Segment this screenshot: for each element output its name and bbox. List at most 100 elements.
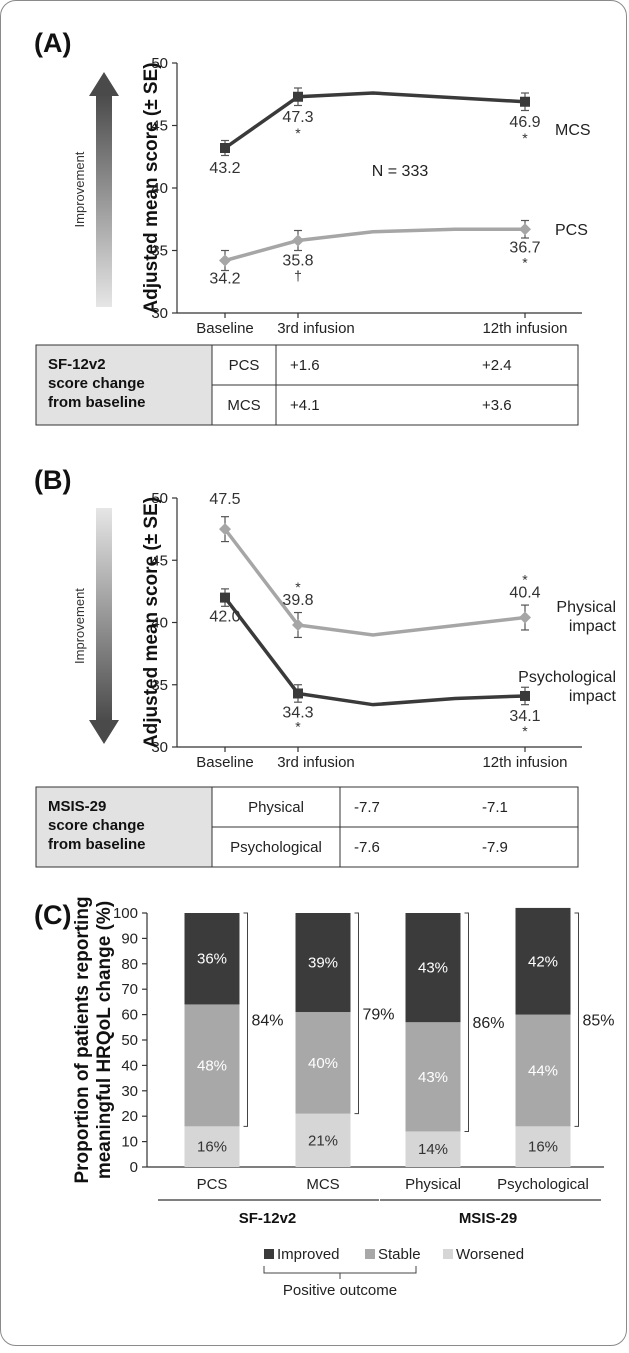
- y-axis-title: meaningful HRQoL change (%): [94, 901, 115, 1179]
- table-row-label: MCS: [227, 397, 260, 414]
- series-label: MCS: [555, 122, 591, 139]
- y-tick-label: 30: [121, 1083, 138, 1100]
- table-row-label: Psychological: [230, 839, 322, 856]
- positive-outcome-bracket: [574, 912, 579, 1127]
- improvement-arrow-head: [89, 720, 119, 744]
- y-axis-title: Proportion of patients reporting: [72, 896, 93, 1183]
- significance-mark: *: [295, 579, 301, 595]
- data-label: 35.8: [282, 253, 313, 270]
- significance-mark: *: [295, 125, 301, 141]
- bar-value-label: 44%: [528, 1062, 558, 1079]
- x-tick-label: Physical: [405, 1176, 461, 1193]
- bar-value-label: 16%: [528, 1139, 558, 1156]
- table-value: +3.6: [482, 397, 512, 414]
- improvement-arrow-shaft: [96, 508, 112, 722]
- bar-segment-worsened: [295, 1113, 351, 1167]
- y-tick-label: 30: [151, 739, 168, 756]
- significance-mark: *: [522, 254, 528, 270]
- table-header-cell: [36, 345, 212, 425]
- data-label: 47.3: [282, 109, 313, 126]
- positive-outcome-label: 84%: [252, 1013, 284, 1030]
- data-label: 43.2: [209, 160, 240, 177]
- y-tick-label: 0: [130, 1159, 138, 1176]
- series-line-physical-impact: [223, 528, 526, 637]
- y-tick-label: 30: [151, 305, 168, 322]
- table-header-cell: [36, 787, 212, 867]
- bar-segment-worsened: [515, 1126, 571, 1167]
- bar-value-label: 42%: [528, 953, 558, 970]
- y-tick-label: 45: [151, 118, 168, 135]
- y-axis-title: Adjusted mean score (± SE): [141, 62, 162, 313]
- y-tick-label: 100: [113, 905, 138, 922]
- improvement-arrow-shaft: [96, 94, 112, 307]
- bar-segment-stable: [184, 1004, 240, 1127]
- significance-mark: *: [295, 718, 301, 734]
- bar-value-label: 48%: [197, 1057, 227, 1074]
- table-header-text: MSIS-29: [48, 798, 106, 815]
- series-label: impact: [569, 618, 617, 635]
- data-label: 42.0: [209, 609, 240, 626]
- table-header-text: score change: [48, 817, 145, 834]
- bar-value-label: 21%: [308, 1132, 338, 1149]
- y-tick-label: 40: [151, 180, 168, 197]
- x-tick-label: Baseline: [196, 754, 254, 771]
- bar-value-label: 43%: [418, 1069, 448, 1086]
- data-point: [293, 688, 303, 699]
- data-label: 36.7: [509, 239, 540, 256]
- bar-value-label: 40%: [308, 1055, 338, 1072]
- x-tick-label: 12th infusion: [482, 320, 567, 337]
- data-label: 39.8: [282, 592, 313, 609]
- y-tick-label: 50: [121, 1032, 138, 1049]
- bar-segment-improved: [184, 913, 240, 1005]
- positive-outcome-label: 85%: [583, 1013, 615, 1030]
- table-value: -7.7: [354, 799, 380, 816]
- bar-segment-worsened: [184, 1126, 240, 1167]
- sample-size-note: N = 333: [372, 163, 429, 180]
- data-point: [220, 592, 230, 603]
- data-label: 34.3: [282, 704, 313, 721]
- improvement-label: Improvement: [72, 151, 87, 227]
- y-tick-label: 60: [121, 1007, 138, 1024]
- bar-value-label: 14%: [418, 1141, 448, 1158]
- data-point: [520, 690, 530, 701]
- table-header-text: SF-12v2: [48, 356, 106, 373]
- group-label: MSIS-29: [459, 1210, 517, 1227]
- x-tick-label: MCS: [306, 1176, 339, 1193]
- table-value: -7.9: [482, 839, 508, 856]
- x-tick-label: Psychological: [497, 1176, 589, 1193]
- series-label: PCS: [555, 222, 588, 239]
- data-point: [519, 611, 531, 624]
- x-tick-label: 3rd infusion: [277, 754, 355, 771]
- bar-segment-improved: [515, 907, 571, 1015]
- data-label: 34.2: [209, 271, 240, 288]
- table-value: +2.4: [482, 357, 512, 374]
- bar-segment-worsened: [405, 1131, 461, 1167]
- x-tick-label: PCS: [197, 1176, 228, 1193]
- y-tick-label: 35: [151, 677, 168, 694]
- y-tick-label: 40: [121, 1057, 138, 1074]
- series-line-mcs: [223, 91, 526, 150]
- table-header-text: from baseline: [48, 394, 146, 411]
- table-header-text: from baseline: [48, 836, 146, 853]
- significance-mark: †: [294, 268, 302, 284]
- data-point: [520, 96, 530, 107]
- table-value: -7.6: [354, 839, 380, 856]
- bar-segment-improved: [405, 913, 461, 1023]
- y-tick-label: 20: [121, 1108, 138, 1125]
- data-label: 47.5: [209, 491, 240, 508]
- data-point: [220, 143, 230, 153]
- table-value: +1.6: [290, 357, 320, 374]
- y-axis-title: Adjusted mean score (± SE): [141, 497, 162, 748]
- bar-segment-stable: [515, 1014, 571, 1127]
- legend-label: Stable: [378, 1246, 421, 1263]
- group-label: SF-12v2: [239, 1210, 297, 1227]
- improvement-arrow-head: [89, 72, 119, 96]
- table-value: -7.1: [482, 799, 508, 816]
- significance-mark: *: [522, 130, 528, 146]
- data-label: 46.9: [509, 114, 540, 131]
- positive-outcome-bracket: [243, 912, 248, 1127]
- y-tick-label: 45: [151, 552, 168, 569]
